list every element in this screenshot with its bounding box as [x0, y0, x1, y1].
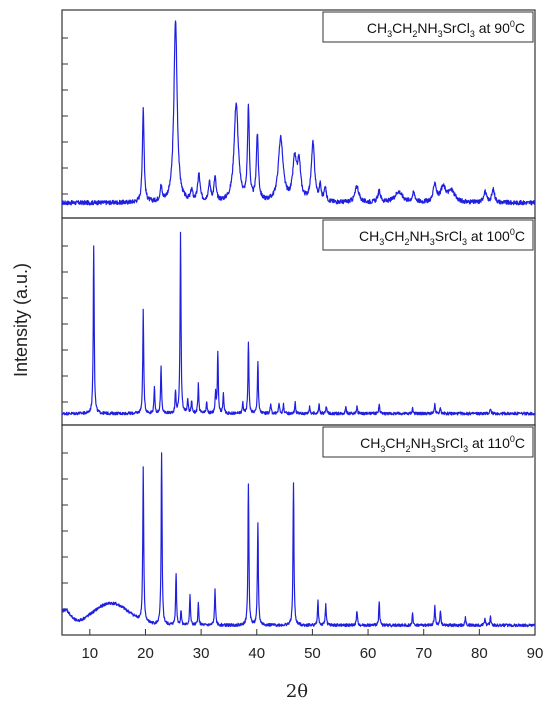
- panel-label-box: CH3CH2NH3SrCl3 at 1100C: [322, 426, 534, 458]
- x-tick-label: 40: [248, 645, 265, 662]
- panel-2: CH3CH2NH3SrCl3 at 1000C: [61, 217, 536, 426]
- label-box-border: [322, 426, 534, 458]
- x-tick-label: 60: [360, 645, 377, 662]
- intensity-series-3: [61, 452, 536, 628]
- panel-label: CH3CH2NH3SrCl3 at 1000C: [359, 227, 525, 247]
- x-tick-label: 70: [415, 645, 432, 662]
- label-box-border: [322, 219, 534, 251]
- panel-label-box: CH3CH2NH3SrCl3 at 1000C: [322, 219, 534, 251]
- x-tick-label: 50: [304, 645, 321, 662]
- stacked-panels: CH3CH2NH3SrCl3 at 900C CH3CH2NH3SrCl3 at …: [61, 9, 536, 636]
- panel-frame: [61, 424, 536, 636]
- panel-label-box: CH3CH2NH3SrCl3 at 900C: [322, 11, 534, 43]
- x-tick-label: 80: [471, 645, 488, 662]
- panel-label: CH3CH2NH3SrCl3 at 1100C: [360, 434, 525, 454]
- label-box-border: [322, 11, 534, 43]
- x-axis-ticks: 10 20 30 40 50 60 70 80 90: [81, 629, 543, 662]
- y-axis-title: Intensity (a.u.): [11, 263, 31, 377]
- x-tick-label: 90: [527, 645, 544, 662]
- x-axis-title: 2θ: [286, 681, 308, 702]
- panel-label: CH3CH2NH3SrCl3 at 900C: [367, 19, 525, 39]
- panel-3: CH3CH2NH3SrCl3 at 1100C: [61, 424, 536, 636]
- intensity-series-2: [61, 231, 536, 416]
- panel-1: CH3CH2NH3SrCl3 at 900C: [61, 9, 536, 219]
- x-tick-label: 20: [137, 645, 154, 662]
- intensity-series-1: [61, 20, 536, 206]
- x-tick-label: 30: [193, 645, 210, 662]
- x-tick-label: 10: [81, 645, 98, 662]
